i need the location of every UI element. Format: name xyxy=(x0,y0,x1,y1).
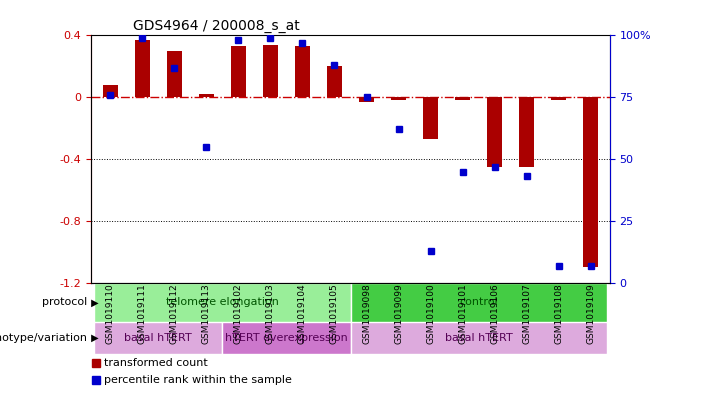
Text: GSM1019108: GSM1019108 xyxy=(554,283,563,344)
Bar xyxy=(350,322,606,354)
Text: basal hTERT: basal hTERT xyxy=(444,333,512,343)
Text: protocol: protocol xyxy=(42,298,88,307)
Text: GSM1019101: GSM1019101 xyxy=(458,283,467,344)
Bar xyxy=(360,97,374,102)
Bar xyxy=(95,322,222,354)
Text: ▶: ▶ xyxy=(88,333,98,343)
Text: hTERT overexpression: hTERT overexpression xyxy=(225,333,348,343)
Text: percentile rank within the sample: percentile rank within the sample xyxy=(104,375,292,385)
Bar xyxy=(391,97,406,100)
Text: GSM1019110: GSM1019110 xyxy=(106,283,115,344)
Text: control: control xyxy=(459,298,498,307)
Bar xyxy=(456,97,470,100)
Bar xyxy=(487,97,502,167)
Bar xyxy=(350,283,606,322)
Text: GSM1019105: GSM1019105 xyxy=(330,283,339,344)
Bar xyxy=(552,97,566,100)
Text: GSM1019104: GSM1019104 xyxy=(298,283,307,343)
Text: GDS4964 / 200008_s_at: GDS4964 / 200008_s_at xyxy=(132,19,299,33)
Text: genotype/variation: genotype/variation xyxy=(0,333,88,343)
Text: GSM1019106: GSM1019106 xyxy=(490,283,499,344)
Bar xyxy=(103,85,118,97)
Text: basal hTERT: basal hTERT xyxy=(125,333,192,343)
Bar xyxy=(327,66,341,97)
Bar xyxy=(222,322,350,354)
Text: GSM1019109: GSM1019109 xyxy=(586,283,595,344)
Text: GSM1019111: GSM1019111 xyxy=(138,283,147,344)
Bar xyxy=(199,94,214,97)
Text: GSM1019103: GSM1019103 xyxy=(266,283,275,344)
Bar xyxy=(583,97,598,268)
Bar xyxy=(295,46,310,97)
Bar xyxy=(231,46,245,97)
Bar xyxy=(135,40,149,97)
Text: GSM1019100: GSM1019100 xyxy=(426,283,435,344)
Text: transformed count: transformed count xyxy=(104,358,208,367)
Text: GSM1019102: GSM1019102 xyxy=(234,283,243,343)
Bar xyxy=(264,45,278,97)
Bar xyxy=(423,97,437,139)
Text: telomere elongation: telomere elongation xyxy=(166,298,279,307)
Text: GSM1019099: GSM1019099 xyxy=(394,283,403,344)
Text: ▶: ▶ xyxy=(88,298,98,307)
Bar xyxy=(519,97,534,167)
Text: GSM1019098: GSM1019098 xyxy=(362,283,371,344)
Text: GSM1019113: GSM1019113 xyxy=(202,283,211,344)
Bar xyxy=(167,51,182,97)
Text: GSM1019112: GSM1019112 xyxy=(170,283,179,343)
Text: GSM1019107: GSM1019107 xyxy=(522,283,531,344)
Bar xyxy=(95,283,350,322)
